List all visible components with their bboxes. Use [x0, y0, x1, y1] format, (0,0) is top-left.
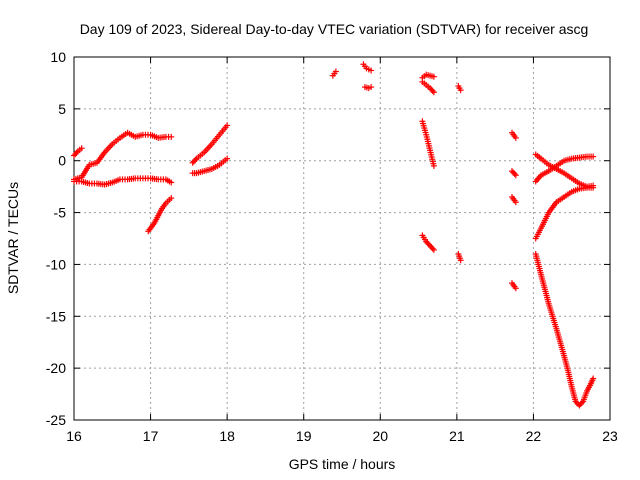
- y-tick-label: -15: [46, 308, 66, 324]
- data-point-marker: [430, 246, 437, 253]
- x-tick-label: 21: [449, 428, 465, 444]
- data-point-marker: [429, 87, 436, 94]
- data-point-marker: [332, 68, 339, 75]
- grid-lines: [74, 57, 610, 420]
- plot-frame: [73, 56, 611, 421]
- y-tick-label: 10: [50, 49, 66, 65]
- data-point-marker: [168, 195, 175, 202]
- data-point-marker: [368, 67, 375, 74]
- data-point-marker: [430, 89, 437, 96]
- x-tick-label: 19: [296, 428, 312, 444]
- y-axis-label: SDTVAR / TECUs: [5, 182, 21, 294]
- chart-title: Day 109 of 2023, Sidereal Day-to-day VTE…: [80, 21, 589, 37]
- data-point-marker: [512, 199, 519, 206]
- data-point-marker: [511, 170, 518, 177]
- y-tick-label: -25: [46, 412, 66, 428]
- data-point-marker: [578, 399, 585, 406]
- data-point-marker: [457, 87, 464, 94]
- y-tick-label: 5: [58, 101, 66, 117]
- x-tick-label: 17: [143, 428, 159, 444]
- y-tick-label: -5: [54, 205, 67, 221]
- y-tick-label: -20: [46, 360, 66, 376]
- y-tick-label: 0: [58, 153, 66, 169]
- data-point-marker: [192, 157, 199, 164]
- data-point-marker: [78, 145, 85, 152]
- data-points: [71, 61, 597, 409]
- data-point-marker: [512, 172, 519, 179]
- x-tick-label: 23: [602, 428, 618, 444]
- data-point-marker: [457, 257, 464, 264]
- axis-ticks: 16 17 18 19 20 21 22 23 10 5 0 -5 -10 -15 -20 -25: [46, 49, 618, 444]
- data-point-marker: [224, 122, 231, 129]
- x-tick-label: 16: [66, 428, 82, 444]
- x-tick-label: 20: [372, 428, 388, 444]
- data-point-marker: [368, 84, 375, 91]
- y-tick-label: -10: [46, 256, 66, 272]
- data-point-marker: [590, 375, 597, 382]
- data-point-marker: [73, 149, 80, 156]
- data-point-marker: [430, 73, 437, 80]
- x-axis-label: GPS time / hours: [289, 456, 396, 472]
- data-point-marker: [590, 153, 597, 160]
- data-point-marker: [224, 155, 231, 162]
- data-point-marker: [430, 162, 437, 169]
- data-point-marker: [429, 245, 436, 252]
- data-point-marker: [168, 179, 175, 186]
- data-point-marker: [590, 184, 597, 191]
- x-tick-label: 18: [219, 428, 235, 444]
- data-point-marker: [512, 134, 519, 141]
- data-point-marker: [512, 285, 519, 292]
- x-tick-label: 22: [526, 428, 542, 444]
- data-point-marker: [168, 133, 175, 140]
